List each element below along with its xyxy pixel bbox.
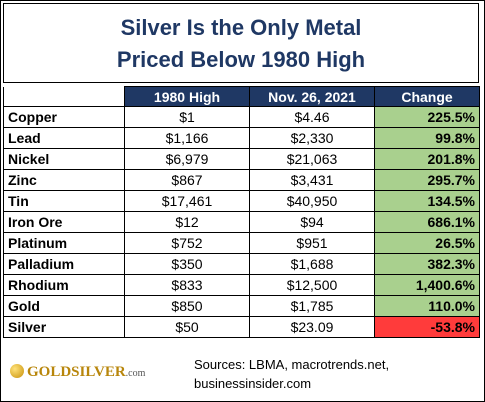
metal-name: Tin [3,190,125,212]
price-cell: $40,950 [249,190,375,212]
price-cell: $50 [124,316,250,338]
header-row: 1980 High Nov. 26, 2021 Change [3,86,480,107]
price-cell: $1,688 [249,253,375,275]
sources-line: Sources: LBMA, macrotrends.net, [194,357,390,372]
price-cell: $17,461 [124,190,250,212]
price-cell: $1,166 [124,127,250,149]
title-line: Priced Below 1980 High [116,47,366,72]
price-cell: $951 [249,232,375,254]
metal-name: Copper [3,106,125,128]
metal-name: Lead [3,127,125,149]
price-cell: $12,500 [249,274,375,296]
logo-coin [10,364,24,378]
metal-name: Silver [3,316,125,338]
table-row: Silver $50 $23.09 -53.8% [3,316,480,338]
change-cell: 1,400.6% [374,274,480,296]
metal-name: Iron Ore [3,211,125,233]
change-cell: 225.5% [374,106,480,128]
logo-suffix: .com [125,368,146,379]
metals-table: 1980 High Nov. 26, 2021 Change Copper $1 $4.… [3,86,480,338]
price-cell: $23.09 [249,316,375,338]
table-body: Copper $1 $4.46 225.5% Lead $1,166 $2,330 99.8%… [3,106,480,338]
column-header: 1980 High [124,86,250,107]
change-cell: 201.8% [374,148,480,170]
change-cell: 382.3% [374,253,480,275]
change-cell: 134.5% [374,190,480,212]
price-cell: $21,063 [249,148,375,170]
table-row: Platinum $752 $951 26.5% [3,232,480,254]
price-cell: $850 [124,295,250,317]
change-cell: 110.0% [374,295,480,317]
metal-name: Rhodium [3,274,125,296]
metal-name: Gold [3,295,125,317]
table-row: Copper $1 $4.46 225.5% [3,106,480,128]
title-line: Silver Is the Only Metal [120,15,362,40]
price-cell: $1 [124,106,250,128]
sources: Sources: LBMA, macrotrends.net, business… [194,355,389,393]
table-row: Nickel $6,979 $21,063 201.8% [3,148,480,170]
price-cell: $6,979 [124,148,250,170]
logo: GOLDSILVER.com [10,364,145,381]
table-row: Iron Ore $12 $94 686.1% [3,211,480,233]
change-cell: 686.1% [374,211,480,233]
price-cell: $752 [124,232,250,254]
column-header: Change [374,86,480,107]
change-cell: 295.7% [374,169,480,191]
table-row: Zinc $867 $3,431 295.7% [3,169,480,191]
change-cell: -53.8% [374,316,480,338]
table-row: Tin $17,461 $40,950 134.5% [3,190,480,212]
price-cell: $4.46 [249,106,375,128]
metal-name: Palladium [3,253,125,275]
price-cell: $1,785 [249,295,375,317]
price-cell: $94 [249,211,375,233]
metal-name: Nickel [3,148,125,170]
table-row: Gold $850 $1,785 110.0% [3,295,480,317]
metal-name: Platinum [3,232,125,254]
column-header: Nov. 26, 2021 [249,86,375,107]
table-row: Lead $1,166 $2,330 99.8% [3,127,480,149]
price-cell: $2,330 [249,127,375,149]
metal-name: Zinc [3,169,125,191]
sources-line: businessinsider.com [194,376,312,391]
title: Silver Is the Only Metal Priced Below 19… [3,3,479,83]
change-cell: 26.5% [374,232,480,254]
price-cell: $3,431 [249,169,375,191]
change-cell: 99.8% [374,127,480,149]
price-cell: $12 [124,211,250,233]
price-cell: $867 [124,169,250,191]
header-blank [3,86,125,107]
logo-text: GOLDSILVER [27,364,126,380]
table-row: Palladium $350 $1,688 382.3% [3,253,480,275]
price-cell: $833 [124,274,250,296]
price-cell: $350 [124,253,250,275]
table-row: Rhodium $833 $12,500 1,400.6% [3,274,480,296]
